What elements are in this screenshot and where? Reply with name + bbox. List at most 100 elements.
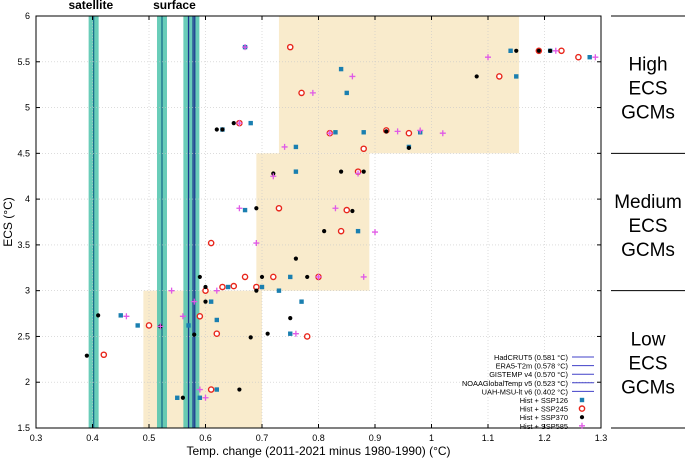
point-hist-ssp370 (322, 229, 327, 234)
ecs-regions (143, 16, 520, 428)
y-tick-label: 3 (25, 286, 30, 296)
x-tick-label: 0.7 (256, 433, 269, 443)
legend-marker (579, 422, 585, 429)
point-hist-ssp370 (536, 48, 541, 53)
point-hist-ssp126 (259, 284, 265, 290)
point-hist-ssp370 (259, 274, 265, 280)
point-hist-ssp126 (214, 317, 219, 323)
region-label-line: Medium (614, 192, 682, 213)
point-hist-ssp245 (269, 273, 277, 281)
point-hist-ssp126 (186, 323, 191, 328)
band-label-satellite: satellite (68, 0, 113, 12)
point-hist-ssp370 (254, 288, 259, 293)
point-hist-ssp585 (236, 120, 243, 127)
point-hist-ssp370 (350, 208, 355, 214)
point-hist-ssp245 (100, 351, 108, 359)
point-hist-ssp585 (485, 54, 491, 61)
point-hist-ssp370 (203, 299, 208, 304)
y-tick-label: 5 (25, 103, 30, 113)
point-hist-ssp126 (514, 74, 519, 79)
x-tick-label: 0.5 (143, 433, 156, 443)
point-hist-ssp126 (118, 313, 123, 318)
point-hist-ssp245 (360, 145, 368, 153)
point-hist-ssp126 (361, 130, 366, 135)
point-hist-ssp245 (286, 43, 294, 51)
point-hist-ssp126 (338, 66, 344, 72)
point-hist-ssp126 (293, 144, 299, 150)
y-tick-label: 4 (25, 194, 30, 204)
point-hist-ssp585 (213, 287, 220, 294)
point-hist-ssp585 (168, 287, 175, 294)
point-hist-ssp245 (207, 239, 215, 247)
band-surface-cluster (183, 16, 200, 428)
point-hist-ssp126 (214, 387, 219, 392)
point-hist-ssp585 (315, 273, 322, 280)
x-tick-label: 0.6 (199, 433, 212, 443)
point-hist-ssp585 (552, 47, 559, 54)
y-tick-label: 3.5 (17, 240, 30, 250)
point-hist-ssp370 (237, 387, 242, 392)
region-label-line: ECS (628, 353, 667, 374)
point-hist-ssp126 (208, 299, 214, 304)
point-hist-ssp126 (293, 169, 299, 174)
point-hist-ssp585 (236, 205, 243, 212)
x-tick-label: 0.3 (30, 433, 43, 443)
point-hist-ssp585 (202, 394, 209, 401)
point-hist-ssp370 (203, 284, 208, 290)
point-hist-ssp126 (508, 48, 513, 53)
point-hist-ssp126 (587, 55, 592, 60)
model-points (84, 43, 599, 401)
point-hist-ssp370 (265, 331, 270, 336)
point-hist-ssp585 (196, 386, 203, 393)
point-hist-ssp370 (254, 206, 259, 211)
point-hist-ssp370 (514, 48, 519, 53)
point-hist-ssp585 (349, 73, 356, 80)
x-tick-label: 1 (429, 433, 434, 443)
point-hist-ssp370 (361, 169, 366, 174)
legend-label: Hist + SSP126 (520, 396, 568, 405)
point-hist-ssp585 (360, 273, 367, 280)
y-tick-label: 1.5 (17, 423, 30, 433)
legend-marker (579, 397, 585, 403)
series-hist-ssp585 (123, 44, 599, 401)
point-hist-ssp126 (355, 228, 361, 234)
point-hist-ssp370 (305, 274, 310, 280)
point-hist-ssp370 (339, 169, 344, 174)
region-label-line: ECS (628, 79, 667, 100)
point-hist-ssp585 (417, 127, 424, 134)
point-hist-ssp585 (179, 313, 186, 320)
legend-label: ERA5-T2m (0.578 °C) (496, 362, 568, 371)
point-hist-ssp585 (309, 89, 316, 96)
point-hist-ssp126 (299, 299, 304, 304)
point-hist-ssp245 (495, 73, 503, 80)
point-hist-ssp370 (288, 316, 293, 321)
point-hist-ssp370 (192, 332, 197, 337)
point-hist-ssp370 (293, 256, 298, 261)
legend-label: UAH-MSU-lt v6 (0.402 °C) (482, 387, 568, 396)
region-label-line: GCMs (621, 103, 675, 124)
legend-label: Hist + SSP245 (520, 405, 568, 414)
y-tick-label: 2 (25, 377, 30, 387)
point-hist-ssp126 (225, 284, 231, 290)
point-hist-ssp370 (474, 74, 479, 79)
point-hist-ssp126 (175, 395, 180, 400)
point-hist-ssp126 (248, 120, 253, 126)
legend-label: HadCRUT5 (0.581 °C) (494, 353, 568, 362)
x-tick-label: 1.2 (538, 433, 551, 443)
legend-label: Hist + SSP370 (520, 413, 568, 422)
point-hist-ssp126 (242, 207, 248, 213)
point-hist-ssp585 (253, 240, 260, 247)
point-hist-ssp585 (191, 298, 198, 305)
legend-label: Hist + SSP585 (520, 422, 568, 431)
y-tick-label: 6 (25, 11, 30, 21)
region-label-line: GCMs (621, 240, 675, 261)
point-hist-ssp370 (214, 127, 219, 132)
point-hist-ssp370 (406, 145, 411, 150)
point-hist-ssp245 (230, 282, 238, 290)
point-hist-ssp585 (394, 128, 401, 135)
y-tick-label: 4.5 (17, 148, 30, 158)
point-hist-ssp370 (220, 127, 225, 132)
point-hist-ssp370 (248, 335, 253, 340)
point-hist-ssp126 (276, 288, 282, 293)
